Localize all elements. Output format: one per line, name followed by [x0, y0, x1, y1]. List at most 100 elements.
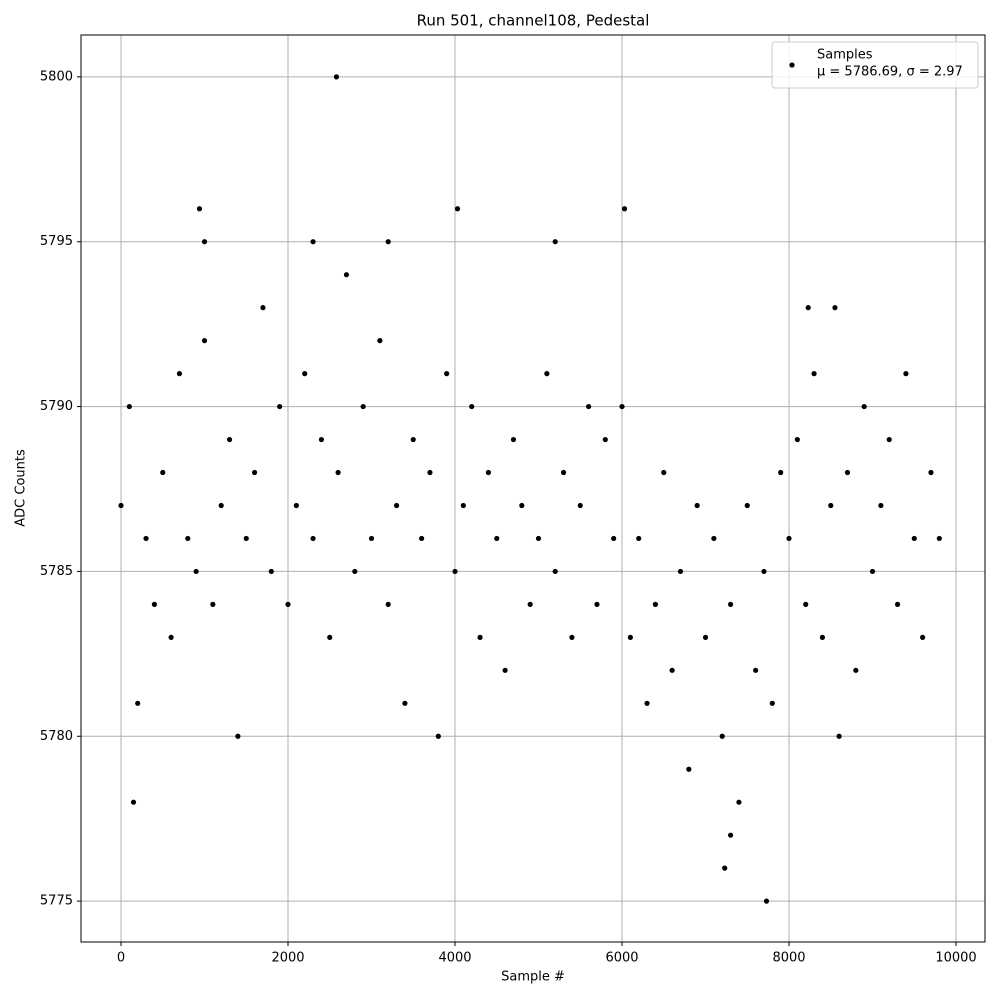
point	[193, 568, 199, 575]
grid	[81, 35, 985, 942]
x-tick-label: 8000	[772, 951, 805, 966]
point	[444, 371, 450, 377]
point	[621, 206, 628, 212]
point	[452, 568, 458, 575]
point	[836, 733, 842, 739]
point	[832, 305, 838, 311]
chart-title: Run 501, channel108, Pedestal	[417, 12, 650, 30]
point	[277, 403, 283, 410]
y-tick-label: 5790	[40, 399, 73, 414]
point	[201, 338, 208, 344]
y-tick-label: 5775	[40, 894, 73, 909]
point	[419, 535, 425, 542]
point	[126, 403, 132, 410]
point	[519, 502, 525, 509]
point	[911, 535, 917, 542]
point	[410, 436, 416, 443]
point	[894, 601, 901, 607]
plot-frame	[80, 34, 986, 943]
point	[544, 371, 550, 377]
point	[811, 371, 817, 377]
point	[368, 535, 375, 542]
point	[686, 766, 692, 772]
point	[196, 206, 203, 212]
point	[201, 239, 208, 245]
point	[310, 535, 316, 542]
legend-note: μ = 5786.69, σ = 2.97	[817, 65, 963, 80]
point	[377, 338, 383, 344]
point	[694, 502, 700, 509]
point	[903, 371, 909, 377]
point	[669, 667, 675, 673]
point	[736, 799, 742, 805]
point	[243, 535, 249, 542]
point	[302, 371, 308, 377]
point	[936, 535, 942, 542]
point	[711, 535, 717, 542]
x-tick-label: 10000	[935, 951, 976, 966]
point	[293, 502, 299, 509]
point	[928, 469, 934, 476]
legend: Samples μ = 5786.69, σ = 2.97	[771, 41, 979, 89]
point	[460, 502, 466, 509]
point	[318, 436, 325, 443]
point	[310, 239, 316, 245]
point	[636, 535, 642, 542]
point	[602, 436, 608, 443]
point	[552, 568, 558, 575]
point	[722, 865, 728, 871]
points	[118, 74, 942, 904]
point	[485, 469, 492, 476]
x-tick-label: 4000	[438, 951, 471, 966]
point	[402, 700, 408, 706]
point	[652, 601, 659, 607]
point	[454, 206, 461, 212]
point	[552, 239, 558, 245]
point	[268, 568, 274, 575]
point	[727, 832, 734, 838]
point	[427, 469, 433, 476]
point	[644, 700, 650, 706]
x-tick-label: 0	[117, 951, 125, 966]
y-tick-label: 5785	[40, 564, 73, 579]
y-tick-label: 5780	[40, 729, 73, 744]
point	[335, 469, 341, 476]
point	[594, 601, 600, 607]
point	[753, 667, 759, 673]
point	[569, 634, 575, 640]
x-tick-label: 6000	[605, 951, 638, 966]
point	[702, 634, 709, 640]
point	[343, 272, 350, 278]
legend-label: Samples	[817, 48, 873, 63]
point	[135, 700, 141, 706]
point	[719, 733, 725, 739]
point	[535, 535, 542, 542]
point	[352, 568, 358, 575]
point	[333, 74, 340, 80]
point	[327, 634, 333, 640]
point	[527, 601, 533, 607]
point	[778, 469, 784, 476]
point	[118, 502, 124, 509]
point	[502, 667, 508, 673]
point	[360, 403, 366, 410]
point	[469, 403, 475, 410]
point	[385, 239, 391, 245]
point	[130, 799, 137, 805]
point	[794, 436, 800, 443]
point	[235, 733, 241, 739]
point	[805, 305, 811, 311]
point	[285, 601, 291, 607]
point	[252, 469, 258, 476]
y-tick-label: 5800	[40, 69, 73, 84]
point	[477, 634, 483, 640]
point	[853, 667, 859, 673]
point	[160, 469, 166, 476]
point	[210, 601, 216, 607]
point	[786, 535, 792, 542]
point	[661, 469, 667, 476]
point	[763, 898, 770, 904]
point	[435, 733, 441, 739]
